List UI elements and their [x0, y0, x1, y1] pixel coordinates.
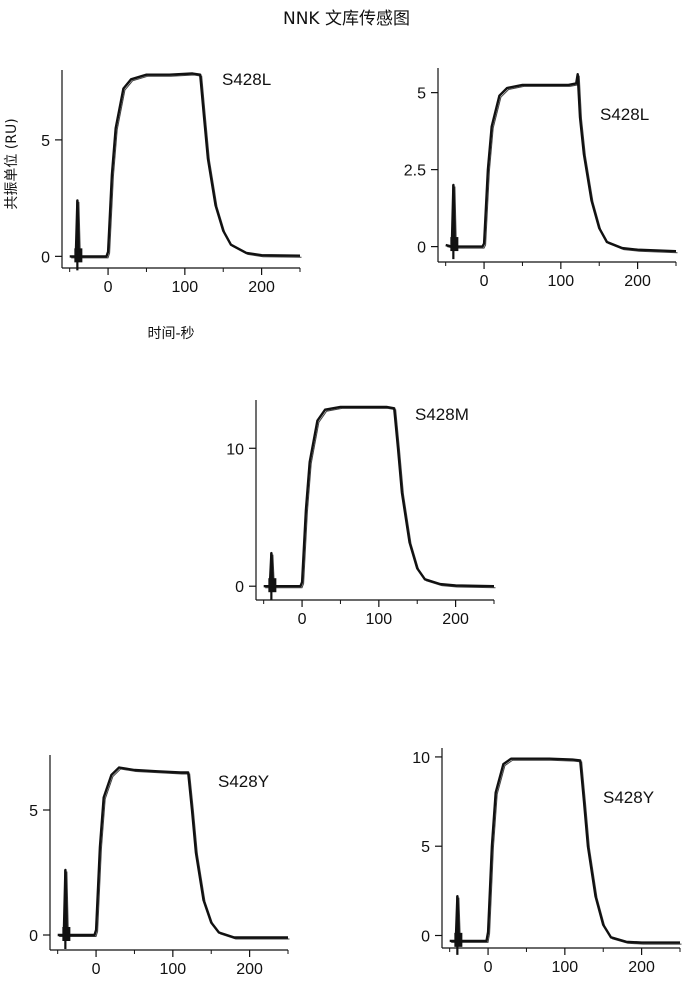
x-tick-label: 200: [236, 961, 263, 978]
x-axis-title: 时间-秒: [147, 326, 194, 342]
y-tick-label: 0: [235, 579, 244, 596]
y-tick-label: 0: [41, 249, 50, 266]
x-tick-label: 0: [92, 961, 101, 978]
x-tick-label: 100: [551, 959, 578, 976]
x-tick-label: 100: [159, 961, 186, 978]
y-tick-label: 10: [226, 441, 244, 458]
x-tick-label: 0: [298, 611, 307, 628]
panel-label: S428Y: [603, 788, 654, 807]
x-tick-label: 100: [547, 273, 574, 290]
y-tick-label: 0: [421, 929, 430, 946]
x-tick-label: 0: [484, 959, 493, 976]
x-tick-label: 200: [442, 611, 469, 628]
x-tick-label: 200: [624, 273, 651, 290]
y-tick-label: 5: [41, 133, 50, 150]
sensorgram-replicate-trace: [447, 75, 678, 254]
sensorgram-replicate-trace: [451, 759, 682, 945]
x-tick-label: 0: [480, 273, 489, 290]
y-tick-label: 0: [417, 240, 426, 257]
sensorgram-replicate-trace: [71, 74, 302, 259]
x-tick-label: 100: [365, 611, 392, 628]
y-tick-label: 5: [417, 86, 426, 103]
x-tick-label: 200: [628, 959, 655, 976]
y-axis-title: 共振单位 (RU): [4, 118, 20, 209]
sensorgram-trace: [449, 757, 680, 944]
panel-label: S428L: [222, 70, 271, 89]
panel-label: S428L: [600, 105, 649, 124]
sensorgram-replicate-trace: [265, 407, 496, 589]
x-tick-label: 200: [248, 279, 275, 296]
sensorgram-replicate-trace: [59, 768, 290, 940]
panel-label: S428M: [415, 405, 469, 424]
x-tick-label: 100: [171, 279, 198, 296]
y-tick-label: 0: [29, 928, 38, 945]
x-tick-label: 0: [104, 279, 113, 296]
sensorgram-trace: [69, 72, 301, 258]
page-title: NNK 文库传感图: [283, 9, 410, 29]
sensorgram-trace: [445, 73, 677, 253]
y-tick-label: 10: [412, 750, 430, 767]
y-tick-label: 5: [421, 839, 430, 856]
y-tick-label: 5: [29, 803, 38, 820]
panel-label: S428Y: [218, 772, 269, 791]
y-tick-label: 2.5: [404, 163, 426, 180]
